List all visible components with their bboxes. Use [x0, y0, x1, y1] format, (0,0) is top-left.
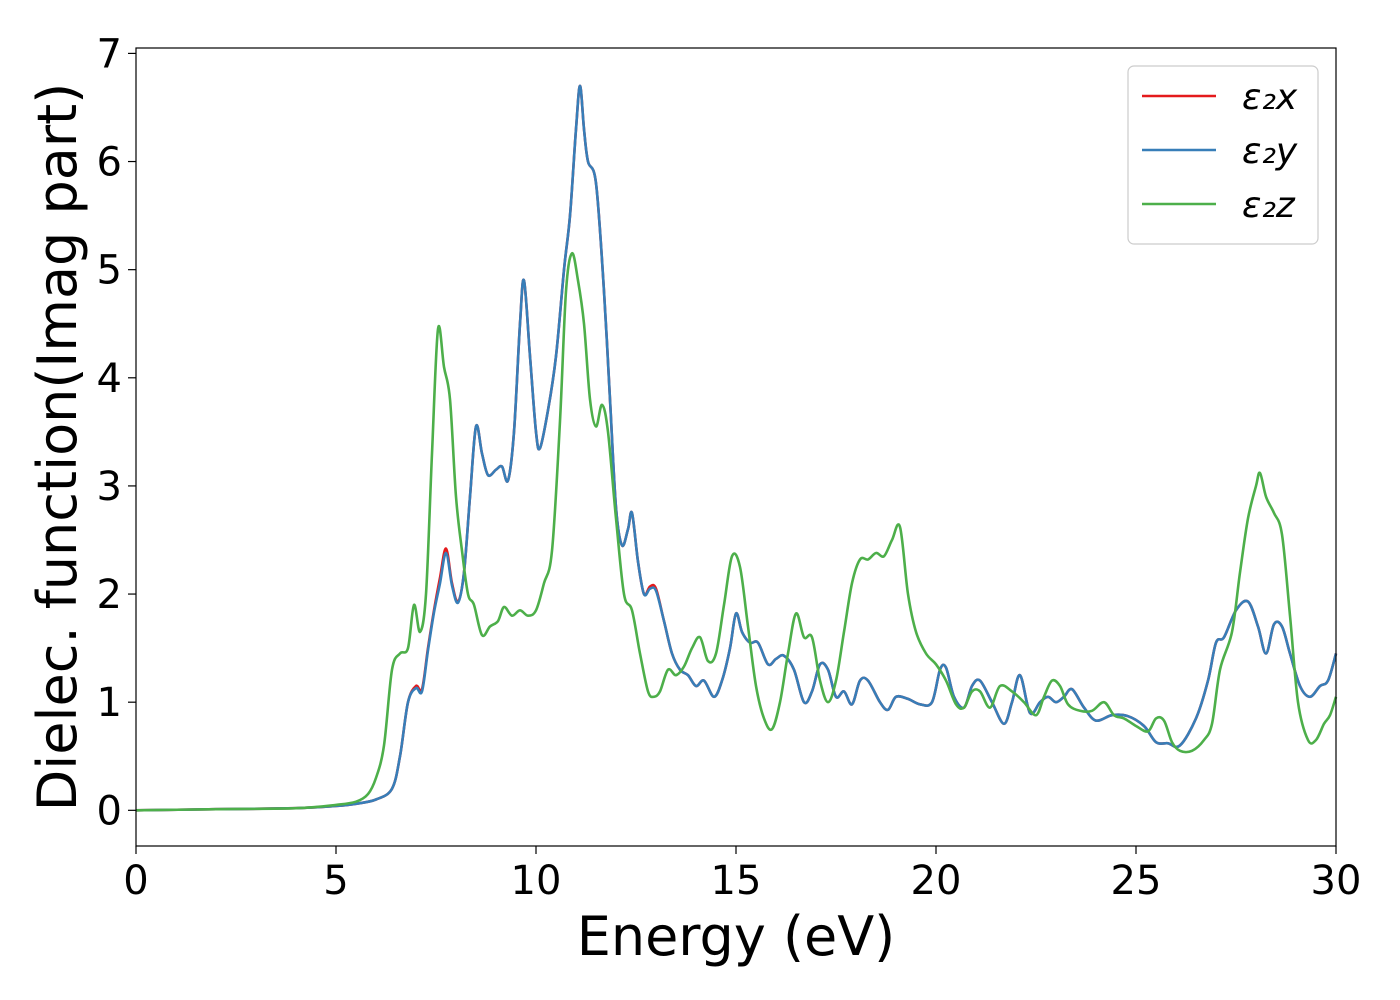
y-axis-label: Dielec. function(Imag part)	[26, 83, 89, 812]
y-tick-label-4: 4	[97, 356, 122, 402]
legend-label-0: ε₂x	[1242, 77, 1298, 118]
x-tick-label-3: 15	[711, 858, 762, 904]
x-tick-label-1: 5	[323, 858, 348, 904]
x-axis-label: Energy (eV)	[577, 905, 896, 968]
x-tick-label-0: 0	[123, 858, 148, 904]
legend: ε₂x ε₂y ε₂z	[1127, 65, 1319, 245]
y-tick-label-0: 0	[97, 788, 122, 834]
x-tick-label-4: 20	[911, 858, 962, 904]
y-tick-label-6: 6	[97, 140, 122, 186]
y-tick-label-5: 5	[97, 248, 122, 294]
y-tick-label-2: 2	[97, 572, 122, 618]
legend-box	[1127, 65, 1319, 245]
y-tick-label-1: 1	[97, 680, 122, 726]
x-tick-label-2: 10	[511, 858, 562, 904]
legend-label-2: ε₂z	[1242, 185, 1296, 226]
y-tick-label-7: 7	[97, 31, 122, 77]
series-layer	[135, 84, 1338, 812]
legend-label-1: ε₂y	[1242, 131, 1298, 172]
x-tick-label-5: 25	[1111, 858, 1162, 904]
y-axis-ticks: 0 1 2 3 4 5 6 7	[97, 31, 136, 834]
x-tick-label-6: 30	[1311, 858, 1362, 904]
series-line-1	[135, 84, 1338, 812]
series-line-2	[135, 252, 1338, 812]
y-tick-label-3: 3	[97, 464, 122, 510]
x-axis-ticks: 0 5 10 15 20 25 30	[123, 846, 1361, 904]
